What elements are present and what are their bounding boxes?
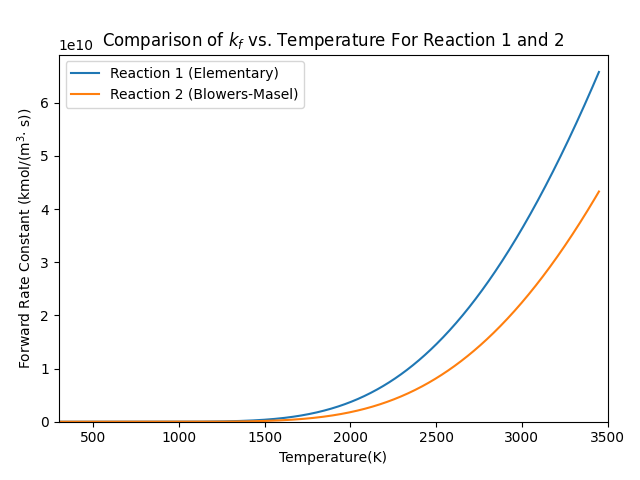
Reaction 1 (Elementary) — [595, 69, 603, 75]
X-axis label: Temperature(K): Temperature(K) — [279, 451, 387, 465]
Reaction 2 (Blowers-Masel) — [110, 419, 118, 425]
Line: Reaction 1 (Elementary): Reaction 1 (Elementary) — [59, 72, 599, 422]
Title: Comparison of $k_f$ vs. Temperature For Reaction 1 and 2: Comparison of $k_f$ vs. Temperature For … — [102, 30, 564, 52]
Legend: Reaction 1 (Elementary), Reaction 2 (Blowers-Masel): Reaction 1 (Elementary), Reaction 2 (Blo… — [66, 61, 304, 108]
Line: Reaction 2 (Blowers-Masel): Reaction 2 (Blowers-Masel) — [59, 192, 599, 422]
Reaction 2 (Blowers-Masel) — [486, 334, 493, 339]
Reaction 2 (Blowers-Masel) — [273, 418, 281, 423]
Reaction 2 (Blowers-Masel) — [595, 189, 603, 194]
Reaction 1 (Elementary) — [293, 413, 301, 419]
Reaction 1 (Elementary) — [426, 348, 433, 353]
Reaction 2 (Blowers-Masel) — [476, 343, 484, 348]
Reaction 2 (Blowers-Masel) — [55, 419, 63, 425]
Y-axis label: Forward Rate Constant (kmol/(m$^3$· s)): Forward Rate Constant (kmol/(m$^3$· s)) — [15, 108, 35, 369]
Reaction 2 (Blowers-Masel) — [426, 379, 433, 385]
Reaction 1 (Elementary) — [110, 419, 118, 425]
Reaction 1 (Elementary) — [476, 290, 484, 296]
Reaction 1 (Elementary) — [273, 416, 281, 421]
Reaction 1 (Elementary) — [486, 276, 493, 282]
Reaction 2 (Blowers-Masel) — [293, 417, 301, 422]
Reaction 1 (Elementary) — [55, 419, 63, 425]
